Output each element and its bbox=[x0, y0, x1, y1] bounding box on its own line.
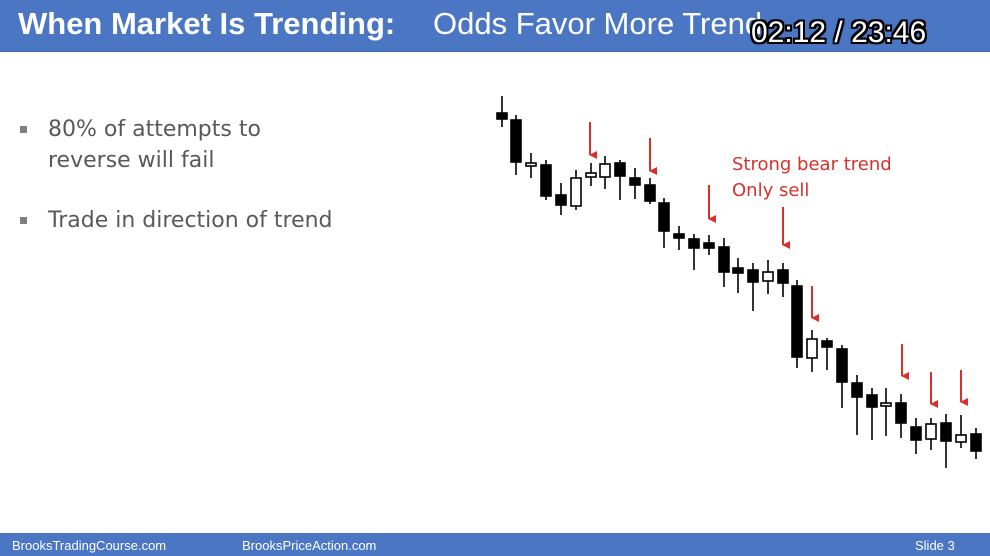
candle-body bbox=[851, 382, 863, 398]
candle-body bbox=[925, 423, 937, 440]
candle-body bbox=[703, 242, 715, 249]
candle-body bbox=[747, 269, 759, 283]
candle-body bbox=[570, 177, 582, 207]
candle-body bbox=[762, 271, 774, 282]
candle-body bbox=[658, 202, 670, 232]
candle-body bbox=[599, 163, 611, 178]
bullet-2-line-1: Trade in direction of trend bbox=[48, 208, 333, 233]
candle-body bbox=[629, 177, 641, 186]
slide-number: Slide 3 bbox=[915, 538, 955, 553]
annotation-line-1: Strong bear trend bbox=[732, 154, 892, 175]
candle-body bbox=[866, 394, 878, 408]
candle-body bbox=[955, 434, 967, 443]
title-bar: When Market Is Trending: Odds Favor More… bbox=[0, 0, 990, 52]
bullet-1-line-2: reverse will fail bbox=[48, 148, 215, 173]
video-timestamp: 02:12 / 23:46 bbox=[751, 16, 927, 49]
candle-body bbox=[732, 267, 744, 274]
slide-title-bold: When Market Is Trending: bbox=[18, 6, 396, 41]
slide-body: 80% of attempts to reverse will fail Tra… bbox=[0, 52, 990, 532]
footer-site-2: BrooksPriceAction.com bbox=[242, 538, 377, 553]
candle-body bbox=[525, 162, 537, 167]
candle-body bbox=[585, 172, 597, 178]
candlestick-chart: Strong bear trend Only sell bbox=[496, 96, 982, 468]
candle-body bbox=[910, 426, 922, 441]
bullet-square-icon bbox=[20, 217, 27, 224]
candles-group bbox=[496, 96, 982, 468]
candle-body bbox=[673, 233, 685, 239]
bullet-1-line-1: 80% of attempts to bbox=[48, 117, 261, 142]
candle-body bbox=[614, 162, 626, 177]
candle-body bbox=[644, 184, 656, 202]
arrows-group bbox=[589, 122, 968, 408]
slide-title-rest: Odds Favor More Trend bbox=[433, 6, 763, 41]
candle-body bbox=[510, 119, 522, 163]
candle-body bbox=[496, 112, 508, 120]
candle-body bbox=[836, 348, 848, 383]
footer-site-1: BrooksTradingCourse.com bbox=[12, 538, 167, 553]
candle-body bbox=[970, 433, 982, 452]
candle-body bbox=[540, 164, 552, 197]
candle-body bbox=[940, 422, 952, 442]
candle-body bbox=[880, 402, 892, 407]
candle-body bbox=[821, 340, 833, 348]
candle-body bbox=[688, 238, 700, 249]
bullet-square-icon bbox=[20, 126, 27, 133]
annotation-line-2: Only sell bbox=[732, 180, 809, 201]
candle-body bbox=[791, 285, 803, 358]
candle-body bbox=[718, 246, 730, 273]
candle-body bbox=[806, 338, 818, 359]
candle-body bbox=[777, 269, 789, 284]
candle-body bbox=[895, 402, 907, 424]
candle-body bbox=[555, 194, 567, 206]
footer-bar: BrooksTradingCourse.com BrooksPriceActio… bbox=[0, 533, 990, 556]
